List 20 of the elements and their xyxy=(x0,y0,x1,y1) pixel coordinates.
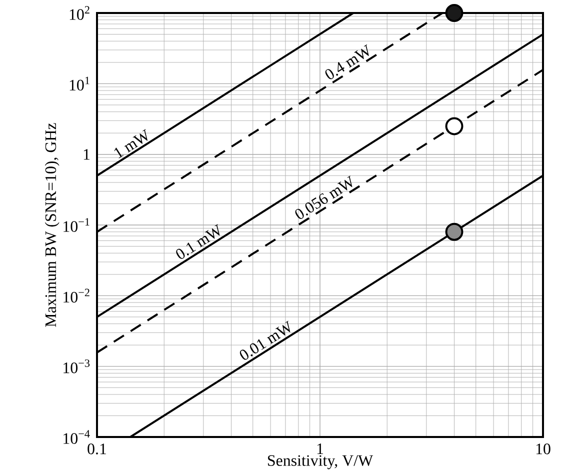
point xyxy=(445,117,464,136)
point xyxy=(445,4,464,22)
y-tick-label: 10$^{−3}$ xyxy=(64,359,90,374)
annotation: 0.4 mW xyxy=(325,44,369,80)
x-tick-label: 1 xyxy=(317,444,324,454)
y-tick-label: 10$^{−4}$ xyxy=(64,430,90,444)
x-tick-label: 10 xyxy=(536,444,550,454)
y-tick-label: 10$^{1}$ xyxy=(70,76,90,91)
annotation: 0.056 mW xyxy=(295,176,352,219)
y-tick-label: 10$^{−1}$ xyxy=(64,218,90,232)
y-tick-label: 10$^{2}$ xyxy=(70,6,90,20)
annotation: 1 mW xyxy=(114,129,148,158)
point xyxy=(445,222,464,241)
y-axis-title: Maximum BW (SNR=10), GHz xyxy=(44,123,60,327)
annotation: 0.1 mW xyxy=(176,224,220,259)
y-tick-label: 1 xyxy=(84,149,90,160)
y-tick-label: 10$^{−2}$ xyxy=(64,288,90,303)
x-tick-label: 0.1 xyxy=(88,444,106,454)
annotation: 0.01 mW xyxy=(240,320,290,360)
x-axis-title: Sensitivity, V/W xyxy=(268,455,374,470)
